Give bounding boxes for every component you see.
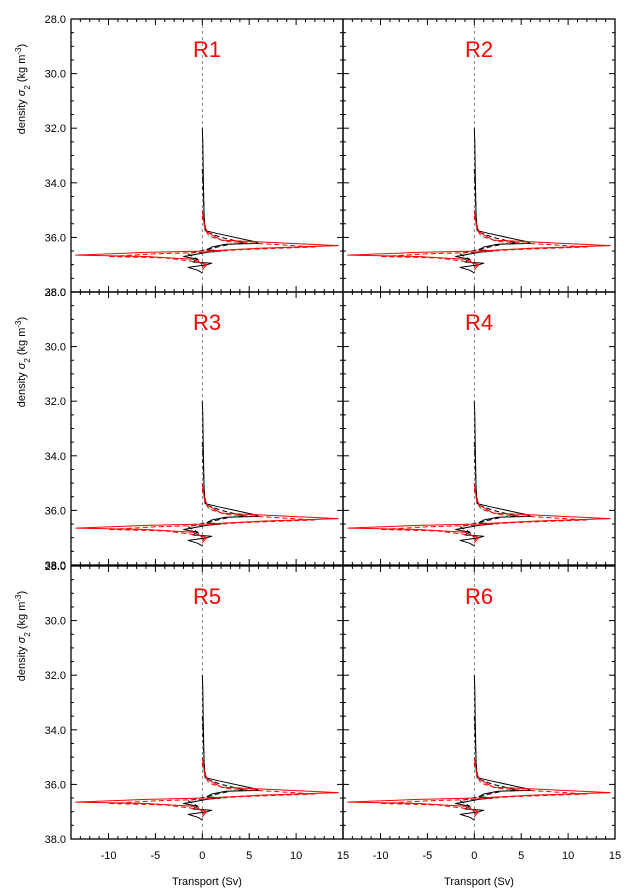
panel-r6: R6 -10 -5 0 5 10 15 (342, 565, 621, 862)
panel-r2: R2 (342, 18, 616, 293)
panel-label: R3 (193, 310, 221, 335)
y-tick-label: 36.0 (45, 505, 66, 517)
x-tick-label: 5 (246, 850, 252, 862)
panel-r5: R5 28.0 30.0 32.0 34.0 36.0 38.0 -10 -5 0 5 10 15 (45, 561, 350, 862)
panel-r3: R3 28.0 30.0 32.0 34.0 36.0 38.0 (45, 287, 344, 572)
y-tick-label: 28.0 (45, 561, 66, 573)
y-tick-label: 38.0 (45, 560, 66, 572)
y-axis-title: density σ2 (kg m-3) (14, 591, 32, 681)
x-tick-label: 15 (337, 850, 349, 862)
y-tick-label: 34.0 (45, 451, 66, 463)
x-tick-label: 10 (562, 850, 574, 862)
y-tick-label: 38.0 (45, 834, 66, 846)
series-line-red-solid (75, 483, 339, 544)
y-tick-label: 36.0 (45, 232, 66, 244)
y-tick-label: 32.0 (45, 396, 66, 408)
x-tick-label: 0 (199, 850, 205, 862)
axis-labels-layer: density σ2 (kg m-3) density σ2 (kg m-3) de… (14, 44, 514, 888)
y-tick-label: 32.0 (45, 670, 66, 682)
x-tick-label: 5 (518, 850, 524, 862)
y-tick-label: 28.0 (45, 287, 66, 299)
x-tick-label: -5 (423, 850, 433, 862)
y-tick-label: 30.0 (45, 616, 66, 628)
series-line-red-dashed (108, 762, 316, 815)
series-line-red-solid (347, 483, 611, 544)
panel-label: R5 (193, 584, 221, 609)
panel-r1: R1 28.0 30.0 32.0 34.0 36.0 38.0 (45, 14, 344, 299)
panels-layer: R1 28.0 30.0 32.0 34.0 36.0 38.0 R2 R3 28.0 30.0 32… (45, 14, 622, 862)
series-line-red-dashed (108, 215, 316, 268)
series-line-red-solid (347, 210, 611, 271)
series-line-red-solid (347, 757, 611, 818)
y-tick-label: 34.0 (45, 725, 66, 737)
x-tick-label: 15 (609, 850, 621, 862)
x-tick-label: 0 (471, 850, 477, 862)
x-tick-label: -10 (373, 850, 389, 862)
y-tick-label: 30.0 (45, 69, 66, 81)
x-axis-title: Transport (Sv) (172, 876, 242, 888)
series-line-red-dashed (108, 488, 316, 541)
panel-label: R6 (465, 584, 493, 609)
y-axis-title: density σ2 (kg m-3) (14, 44, 32, 134)
x-axis-title: Transport (Sv) (444, 876, 514, 888)
panel-label: R2 (465, 37, 493, 62)
series-line-red-dashed (380, 762, 588, 815)
panel-label: R4 (465, 310, 493, 335)
series-line-red-solid (75, 757, 339, 818)
series-line-red-dashed (380, 215, 588, 268)
panel-r4: R4 (342, 291, 616, 566)
y-tick-label: 32.0 (45, 123, 66, 135)
y-axis-title: density σ2 (kg m-3) (14, 317, 32, 407)
y-tick-label: 28.0 (45, 14, 66, 26)
y-tick-label: 34.0 (45, 178, 66, 190)
y-tick-label: 38.0 (45, 287, 66, 299)
x-tick-label: 10 (290, 850, 302, 862)
y-tick-label: 36.0 (45, 779, 66, 791)
x-tick-label: -5 (151, 850, 161, 862)
series-line-red-solid (75, 210, 339, 271)
panel-label: R1 (193, 37, 221, 62)
series-line-red-dashed (380, 488, 588, 541)
y-tick-label: 30.0 (45, 342, 66, 354)
x-tick-label: -10 (101, 850, 117, 862)
